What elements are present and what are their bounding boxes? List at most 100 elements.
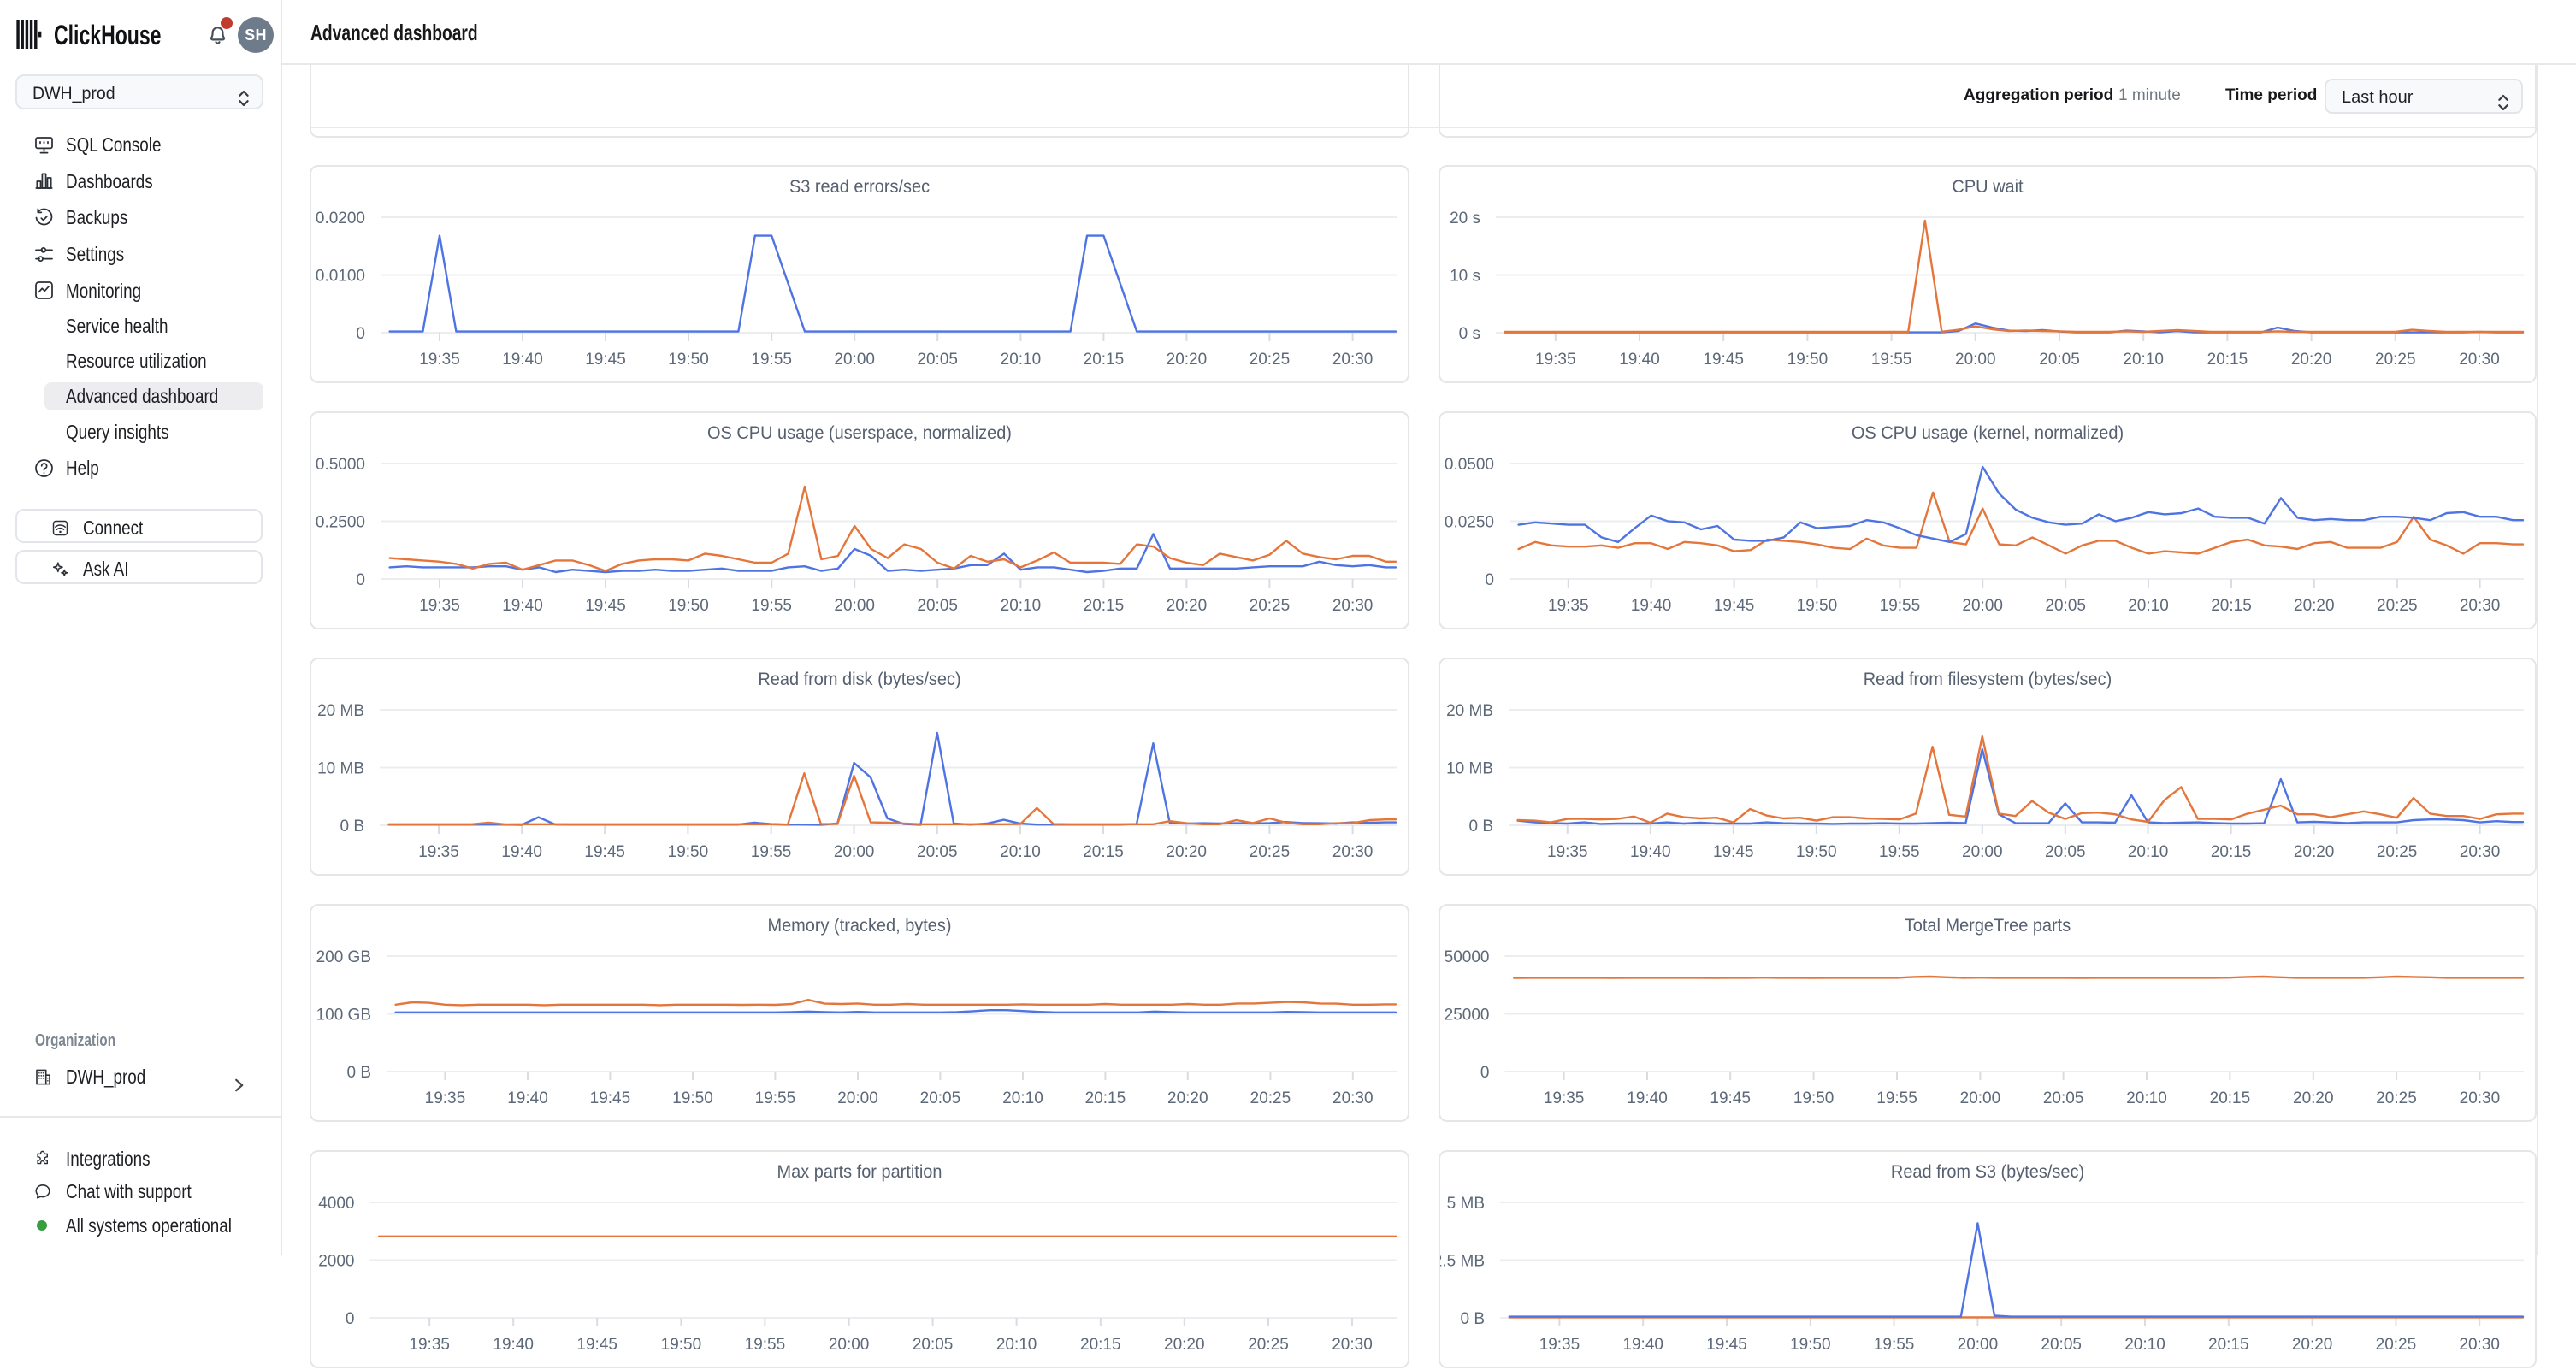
svg-text:19:55: 19:55 — [1879, 843, 1920, 861]
svg-text:25000: 25000 — [1445, 1006, 1490, 1024]
svg-text:20:15: 20:15 — [2211, 597, 2252, 615]
svg-text:0.2500: 0.2500 — [316, 513, 365, 531]
svg-text:50000: 50000 — [1445, 948, 1490, 966]
svg-text:20:00: 20:00 — [1962, 597, 2003, 615]
svg-text:20:00: 20:00 — [1962, 843, 2003, 861]
svg-text:20:15: 20:15 — [2207, 351, 2248, 369]
svg-text:19:45: 19:45 — [1713, 843, 1754, 861]
svg-text:20:00: 20:00 — [837, 1090, 878, 1107]
svg-text:20:25: 20:25 — [2375, 351, 2416, 369]
svg-text:20:10: 20:10 — [2126, 1090, 2167, 1107]
svg-text:0 s: 0 s — [1459, 325, 1480, 343]
svg-text:20:10: 20:10 — [1001, 351, 1042, 369]
svg-text:19:45: 19:45 — [1710, 1090, 1751, 1107]
svg-text:20:30: 20:30 — [2460, 597, 2501, 615]
svg-text:19:45: 19:45 — [576, 1336, 617, 1354]
svg-text:19:40: 19:40 — [501, 843, 542, 861]
svg-text:19:35: 19:35 — [1539, 1336, 1580, 1354]
svg-text:20:30: 20:30 — [2460, 1090, 2501, 1107]
svg-text:20:05: 20:05 — [917, 843, 958, 861]
svg-text:20:20: 20:20 — [1166, 843, 1207, 861]
svg-text:20:30: 20:30 — [1332, 1336, 1373, 1354]
svg-text:19:55: 19:55 — [751, 351, 792, 369]
svg-text:19:45: 19:45 — [585, 351, 626, 369]
svg-text:20:30: 20:30 — [1332, 351, 1374, 369]
svg-text:20:25: 20:25 — [1250, 597, 1291, 615]
svg-text:19:55: 19:55 — [745, 1336, 786, 1354]
svg-text:19:50: 19:50 — [668, 597, 709, 615]
svg-text:19:50: 19:50 — [1787, 351, 1829, 369]
svg-text:20:20: 20:20 — [1167, 351, 1208, 369]
svg-text:10 MB: 10 MB — [317, 759, 364, 777]
svg-text:20:25: 20:25 — [2376, 1336, 2417, 1354]
svg-text:20:30: 20:30 — [1332, 597, 1374, 615]
svg-text:19:40: 19:40 — [1630, 843, 1671, 861]
svg-text:0: 0 — [1485, 571, 1494, 589]
svg-text:0 B: 0 B — [346, 1064, 371, 1082]
svg-text:20 s: 20 s — [1450, 210, 1480, 227]
svg-text:20:05: 20:05 — [2041, 1336, 2082, 1354]
svg-text:20:15: 20:15 — [1085, 1090, 1126, 1107]
svg-text:19:40: 19:40 — [1627, 1090, 1668, 1107]
svg-text:20:20: 20:20 — [2291, 351, 2332, 369]
svg-text:20:15: 20:15 — [2208, 1336, 2249, 1354]
svg-text:19:35: 19:35 — [425, 1090, 466, 1107]
svg-text:0: 0 — [1480, 1064, 1490, 1082]
svg-text:19:40: 19:40 — [1631, 597, 1672, 615]
svg-text:19:40: 19:40 — [502, 351, 543, 369]
svg-text:20:00: 20:00 — [834, 351, 875, 369]
svg-text:20:00: 20:00 — [834, 843, 875, 861]
svg-text:19:55: 19:55 — [1880, 597, 1921, 615]
svg-text:19:40: 19:40 — [1622, 1336, 1663, 1354]
svg-text:20:20: 20:20 — [2294, 597, 2335, 615]
svg-text:19:50: 19:50 — [668, 351, 709, 369]
svg-text:20:15: 20:15 — [2211, 843, 2252, 861]
svg-text:19:55: 19:55 — [751, 843, 792, 861]
svg-text:20:05: 20:05 — [2045, 843, 2086, 861]
svg-text:19:35: 19:35 — [1544, 1090, 1585, 1107]
svg-text:19:45: 19:45 — [1714, 597, 1755, 615]
svg-text:0 B: 0 B — [1468, 818, 1493, 836]
svg-text:0 B: 0 B — [1460, 1310, 1485, 1328]
svg-text:2.5 MB: 2.5 MB — [1440, 1252, 1485, 1270]
svg-text:19:50: 19:50 — [672, 1090, 713, 1107]
svg-text:20:15: 20:15 — [1080, 1336, 1121, 1354]
svg-text:19:55: 19:55 — [1874, 1336, 1915, 1354]
svg-text:20:30: 20:30 — [1332, 1090, 1374, 1107]
svg-text:19:50: 19:50 — [1796, 843, 1837, 861]
svg-text:20:15: 20:15 — [1084, 351, 1125, 369]
svg-text:19:45: 19:45 — [584, 843, 625, 861]
svg-text:19:40: 19:40 — [493, 1336, 534, 1354]
svg-text:19:35: 19:35 — [419, 351, 460, 369]
svg-text:20:00: 20:00 — [834, 597, 875, 615]
svg-text:20:00: 20:00 — [1955, 351, 1996, 369]
svg-text:19:40: 19:40 — [502, 597, 543, 615]
svg-text:20:05: 20:05 — [920, 1090, 961, 1107]
svg-text:19:40: 19:40 — [1619, 351, 1660, 369]
svg-text:20:10: 20:10 — [2123, 351, 2164, 369]
svg-text:20:05: 20:05 — [2043, 1090, 2084, 1107]
svg-text:20:10: 20:10 — [1001, 597, 1042, 615]
svg-text:19:35: 19:35 — [418, 843, 459, 861]
svg-text:19:45: 19:45 — [1703, 351, 1744, 369]
svg-text:20:10: 20:10 — [2124, 1336, 2165, 1354]
svg-text:20:00: 20:00 — [1960, 1090, 2001, 1107]
svg-text:20:15: 20:15 — [2210, 1090, 2251, 1107]
svg-text:20 MB: 20 MB — [1446, 702, 1493, 720]
svg-text:20:05: 20:05 — [917, 597, 958, 615]
svg-text:19:50: 19:50 — [668, 843, 709, 861]
svg-text:20:25: 20:25 — [1250, 843, 1291, 861]
svg-text:20:10: 20:10 — [1000, 843, 1041, 861]
svg-text:20:10: 20:10 — [2128, 597, 2169, 615]
svg-text:20:25: 20:25 — [1248, 1336, 1289, 1354]
svg-text:19:55: 19:55 — [1876, 1090, 1917, 1107]
svg-text:200 GB: 200 GB — [316, 948, 371, 966]
svg-text:0.5000: 0.5000 — [316, 456, 365, 474]
svg-text:19:35: 19:35 — [419, 597, 460, 615]
svg-text:19:55: 19:55 — [1871, 351, 1912, 369]
svg-text:20:20: 20:20 — [1164, 1336, 1205, 1354]
svg-text:20:25: 20:25 — [2377, 843, 2418, 861]
svg-text:20:10: 20:10 — [996, 1336, 1037, 1354]
svg-text:100 GB: 100 GB — [316, 1006, 371, 1024]
svg-text:20:15: 20:15 — [1084, 597, 1125, 615]
